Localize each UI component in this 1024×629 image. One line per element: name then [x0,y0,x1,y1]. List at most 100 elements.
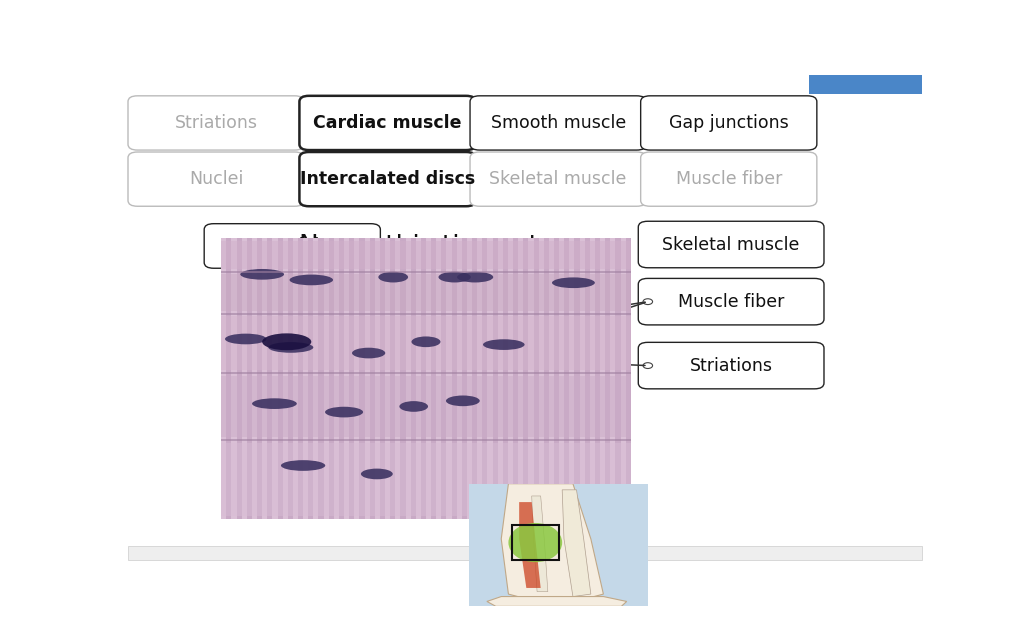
Text: Cardiac muscle: Cardiac muscle [313,114,462,132]
Bar [528,238,534,519]
Bar [452,238,457,519]
Bar [477,238,482,519]
Bar [318,238,324,519]
Bar [513,238,518,519]
Bar [431,238,436,519]
Bar [262,238,267,519]
Bar [303,238,308,519]
Text: Nuclei: Nuclei [265,237,319,255]
Ellipse shape [438,272,471,282]
Ellipse shape [360,469,393,479]
Text: Nuclei: Nuclei [188,170,244,188]
Bar [221,316,631,370]
Ellipse shape [412,337,440,347]
Polygon shape [487,596,627,606]
Bar [365,238,370,519]
Bar [226,238,231,519]
Bar [487,238,493,519]
Bar [231,238,237,519]
Bar [512,525,559,560]
Bar [390,238,395,519]
Bar [580,238,585,519]
Bar [406,238,411,519]
Text: Muscle fiber: Muscle fiber [676,170,782,188]
Ellipse shape [445,396,480,406]
Bar [221,376,631,437]
Text: Name this tissue type:: Name this tissue type: [299,235,597,260]
Ellipse shape [509,523,562,562]
Bar [600,238,605,519]
FancyBboxPatch shape [299,96,475,150]
Ellipse shape [281,460,326,471]
Text: Muscle fiber: Muscle fiber [678,292,784,311]
Bar [221,238,226,519]
Ellipse shape [262,333,311,350]
Bar [349,238,354,519]
Text: Gap junctions: Gap junctions [669,114,788,132]
FancyBboxPatch shape [638,342,824,389]
Bar [615,238,621,519]
Bar [544,238,549,519]
FancyBboxPatch shape [299,152,475,206]
FancyBboxPatch shape [470,152,646,206]
Bar [375,238,380,519]
Ellipse shape [268,342,313,353]
FancyBboxPatch shape [128,152,304,206]
Bar [482,238,487,519]
Ellipse shape [252,398,297,409]
Ellipse shape [225,333,266,344]
Bar [569,238,574,519]
Bar [441,238,446,519]
Text: Skeletal muscle: Skeletal muscle [663,235,800,253]
FancyBboxPatch shape [638,221,824,268]
Bar [421,238,426,519]
Polygon shape [562,490,591,596]
Ellipse shape [378,272,409,282]
Bar [539,238,544,519]
Bar [564,238,569,519]
Bar [610,238,615,519]
Bar [272,238,278,519]
Bar [385,238,390,519]
Ellipse shape [290,275,333,286]
Ellipse shape [325,407,364,418]
Bar [590,238,595,519]
Bar [426,238,431,519]
Ellipse shape [399,401,428,412]
Text: Striations: Striations [689,357,773,375]
FancyBboxPatch shape [204,224,380,268]
Bar [354,238,359,519]
Ellipse shape [352,348,385,359]
Bar [339,238,344,519]
Bar [359,238,365,519]
Bar [554,238,559,519]
Polygon shape [519,502,541,588]
Bar [221,240,631,269]
Bar [493,238,498,519]
Bar [621,238,626,519]
FancyBboxPatch shape [128,96,304,150]
Bar [508,238,513,519]
Bar [462,238,467,519]
Text: Intercalated discs: Intercalated discs [300,170,475,188]
Bar [595,238,600,519]
Bar [395,238,400,519]
Bar [313,238,318,519]
Bar [585,238,590,519]
Bar [252,238,257,519]
Bar [308,238,313,519]
Bar [549,238,554,519]
Polygon shape [502,484,603,600]
Bar [436,238,441,519]
Bar [221,274,631,311]
Bar [574,238,580,519]
Bar [605,238,610,519]
Ellipse shape [483,339,524,350]
FancyBboxPatch shape [638,279,824,325]
Bar [283,238,288,519]
Bar [518,238,523,519]
Bar [498,238,503,519]
Bar [293,238,298,519]
Bar [626,238,631,519]
Bar [416,238,421,519]
